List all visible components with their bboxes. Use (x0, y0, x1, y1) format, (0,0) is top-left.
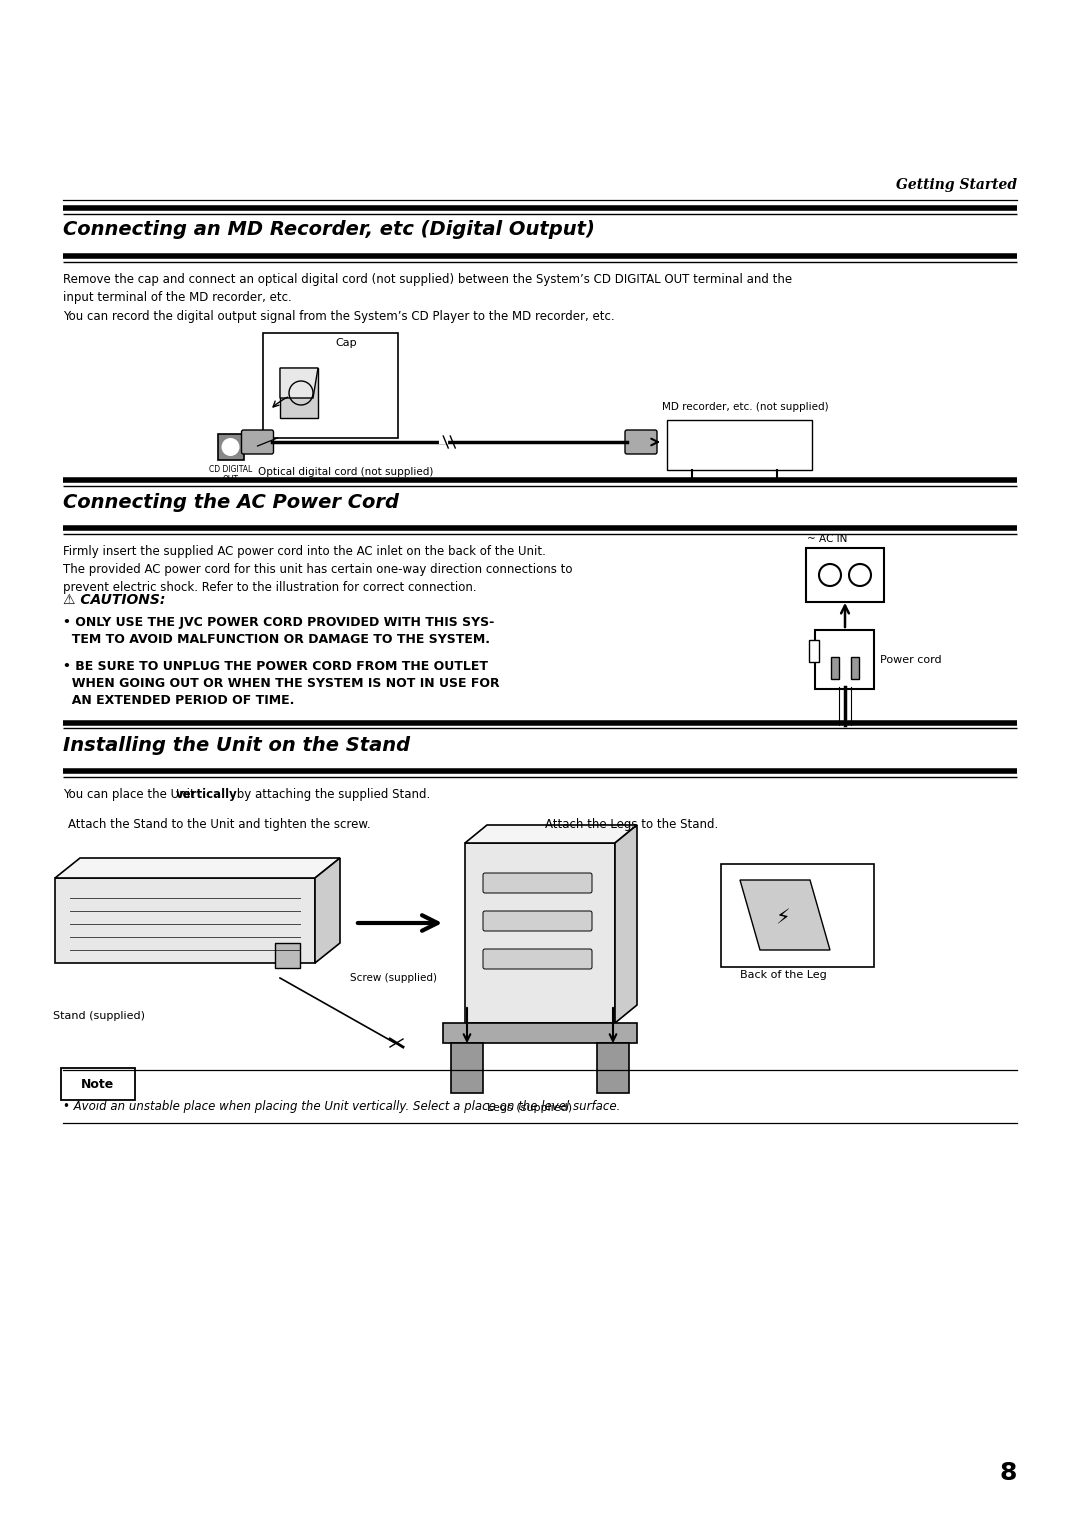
Text: Connecting the AC Power Cord: Connecting the AC Power Cord (63, 494, 399, 512)
FancyBboxPatch shape (217, 434, 243, 460)
Text: CD DIGITAL
OUT: CD DIGITAL OUT (208, 465, 252, 484)
FancyBboxPatch shape (831, 657, 839, 678)
Text: Attach the Stand to the Unit and tighten the screw.: Attach the Stand to the Unit and tighten… (68, 817, 370, 831)
Text: Remove the cap and connect an optical digital cord (not supplied) between the Sy: Remove the cap and connect an optical di… (63, 274, 792, 304)
FancyBboxPatch shape (262, 333, 397, 439)
Text: ⚡: ⚡ (775, 908, 791, 927)
Polygon shape (55, 879, 315, 963)
Text: ⚠ CAUTIONS:: ⚠ CAUTIONS: (63, 593, 165, 607)
Text: Power cord: Power cord (880, 654, 942, 665)
FancyBboxPatch shape (443, 1024, 637, 1044)
Text: Stand (supplied): Stand (supplied) (53, 1012, 145, 1021)
Text: MD recorder, etc. (not supplied): MD recorder, etc. (not supplied) (662, 402, 828, 413)
Text: Back of the Leg: Back of the Leg (740, 970, 827, 979)
Text: Legs (supplied): Legs (supplied) (487, 1103, 572, 1112)
Text: 8: 8 (1000, 1461, 1017, 1485)
Text: vertically: vertically (176, 788, 238, 801)
Text: Getting Started: Getting Started (896, 177, 1017, 193)
Polygon shape (55, 859, 340, 879)
FancyBboxPatch shape (806, 549, 885, 602)
Text: Firmly insert the supplied AC power cord into the AC inlet on the back of the Un: Firmly insert the supplied AC power cord… (63, 545, 572, 594)
Text: You can place the Unit: You can place the Unit (63, 788, 199, 801)
FancyBboxPatch shape (625, 429, 657, 454)
FancyBboxPatch shape (721, 863, 874, 967)
FancyBboxPatch shape (60, 1068, 135, 1100)
FancyBboxPatch shape (597, 1044, 629, 1093)
Text: Installing the Unit on the Stand: Installing the Unit on the Stand (63, 736, 410, 755)
FancyBboxPatch shape (851, 657, 859, 678)
Polygon shape (315, 859, 340, 963)
Polygon shape (465, 843, 615, 1024)
Text: Attach the Legs to the Stand.: Attach the Legs to the Stand. (545, 817, 718, 831)
Polygon shape (280, 368, 318, 397)
FancyBboxPatch shape (815, 630, 875, 689)
Polygon shape (465, 825, 637, 843)
Text: Optical digital cord (not supplied): Optical digital cord (not supplied) (257, 468, 433, 477)
Text: • BE SURE TO UNPLUG THE POWER CORD FROM THE OUTLET
  WHEN GOING OUT OR WHEN THE : • BE SURE TO UNPLUG THE POWER CORD FROM … (63, 660, 500, 707)
Text: You can record the digital output signal from the System’s CD Player to the MD r: You can record the digital output signal… (63, 310, 615, 322)
Text: ~ AC IN: ~ AC IN (808, 533, 848, 544)
FancyBboxPatch shape (242, 429, 273, 454)
Text: Note: Note (81, 1077, 114, 1091)
Polygon shape (615, 825, 637, 1024)
Text: Cap: Cap (335, 338, 356, 348)
FancyBboxPatch shape (483, 911, 592, 931)
Text: • Avoid an unstable place when placing the Unit vertically. Select a place on th: • Avoid an unstable place when placing t… (63, 1100, 620, 1112)
Circle shape (221, 439, 240, 455)
Text: • ONLY USE THE JVC POWER CORD PROVIDED WITH THIS SYS-
  TEM TO AVOID MALFUNCTION: • ONLY USE THE JVC POWER CORD PROVIDED W… (63, 616, 495, 646)
FancyBboxPatch shape (280, 368, 318, 419)
Text: by attaching the supplied Stand.: by attaching the supplied Stand. (232, 788, 430, 801)
Text: Connecting an MD Recorder, etc (Digital Output): Connecting an MD Recorder, etc (Digital … (63, 220, 595, 238)
FancyBboxPatch shape (275, 943, 300, 969)
Text: Screw (supplied): Screw (supplied) (350, 973, 437, 983)
FancyBboxPatch shape (451, 1044, 483, 1093)
FancyBboxPatch shape (483, 872, 592, 892)
FancyBboxPatch shape (483, 949, 592, 969)
FancyBboxPatch shape (667, 420, 812, 469)
Polygon shape (740, 880, 831, 950)
FancyBboxPatch shape (810, 640, 820, 662)
